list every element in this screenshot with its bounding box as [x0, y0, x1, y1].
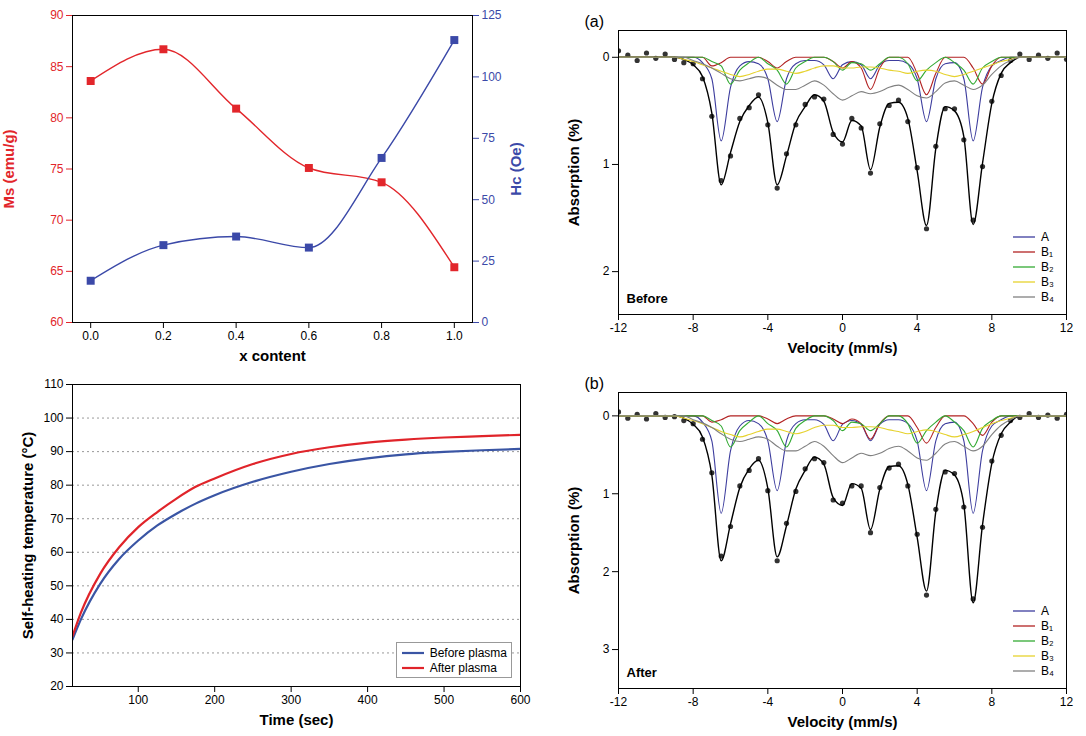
html-text:B₄: B₄ — [1041, 289, 1054, 304]
svg-text:50: 50 — [50, 579, 64, 593]
svg-text:80: 80 — [50, 478, 64, 492]
svg-text:300: 300 — [281, 693, 301, 707]
svg-text:0.4: 0.4 — [228, 329, 245, 343]
svg-text:600: 600 — [510, 693, 530, 707]
svg-text:3: 3 — [603, 642, 610, 656]
svg-text:1: 1 — [603, 487, 610, 501]
html-text:B₂: B₂ — [1041, 259, 1054, 274]
svg-text:0.0: 0.0 — [82, 329, 99, 343]
svg-text:Time (sec): Time (sec) — [260, 711, 334, 728]
svg-text:90: 90 — [50, 444, 64, 458]
svg-text:12: 12 — [1060, 321, 1074, 335]
html-text:Before plasma: Before plasma — [429, 645, 507, 660]
svg-text:0.6: 0.6 — [301, 329, 318, 343]
svg-text:125: 125 — [482, 8, 502, 22]
svg-text:Hc (Oe): Hc (Oe) — [507, 142, 524, 195]
svg-text:After: After — [627, 665, 657, 680]
svg-text:8: 8 — [988, 695, 995, 709]
svg-text:40: 40 — [50, 612, 64, 626]
svg-text:-8: -8 — [688, 695, 699, 709]
svg-text:Absorption (%): Absorption (%) — [565, 119, 582, 226]
svg-text:100: 100 — [43, 411, 63, 425]
svg-text:0.2: 0.2 — [155, 329, 172, 343]
svg-text:Self-heating temperature (°C): Self-heating temperature (°C) — [19, 432, 36, 640]
svg-text:(b): (b) — [585, 375, 605, 392]
svg-text:200: 200 — [205, 693, 225, 707]
html-text:B₁: B₁ — [1041, 618, 1054, 633]
html-text:B₂: B₂ — [1041, 633, 1054, 648]
svg-text:400: 400 — [358, 693, 378, 707]
svg-text:1.0: 1.0 — [446, 329, 463, 343]
svg-text:85: 85 — [50, 60, 64, 74]
svg-text:4: 4 — [914, 695, 921, 709]
svg-text:500: 500 — [434, 693, 454, 707]
svg-text:25: 25 — [482, 254, 496, 268]
svg-text:Velocity (mm/s): Velocity (mm/s) — [787, 713, 897, 730]
svg-text:0: 0 — [839, 695, 846, 709]
svg-text:90: 90 — [50, 8, 64, 22]
svg-text:0: 0 — [603, 50, 610, 64]
svg-text:-12: -12 — [610, 321, 628, 335]
svg-text:30: 30 — [50, 646, 64, 660]
html-text:After plasma: After plasma — [429, 660, 497, 675]
svg-text:0: 0 — [603, 409, 610, 423]
svg-text:50: 50 — [482, 193, 496, 207]
html-text:B₃: B₃ — [1041, 274, 1054, 289]
svg-text:60: 60 — [50, 315, 64, 329]
svg-text:x content: x content — [239, 347, 306, 364]
svg-text:Ms (emu/g): Ms (emu/g) — [0, 129, 17, 208]
svg-text:-4: -4 — [762, 321, 773, 335]
svg-text:-8: -8 — [688, 321, 699, 335]
html-text:B₃: B₃ — [1041, 648, 1054, 663]
svg-text:100: 100 — [128, 693, 148, 707]
html-text:A: A — [1041, 229, 1050, 244]
svg-text:12: 12 — [1060, 695, 1074, 709]
svg-text:-12: -12 — [610, 695, 628, 709]
svg-text:100: 100 — [482, 70, 502, 84]
svg-text:4: 4 — [914, 321, 921, 335]
svg-text:0: 0 — [482, 315, 489, 329]
html-text:B₁: B₁ — [1041, 244, 1054, 259]
svg-text:80: 80 — [50, 111, 64, 125]
svg-text:Velocity (mm/s): Velocity (mm/s) — [787, 339, 897, 356]
svg-text:65: 65 — [50, 264, 64, 278]
svg-text:20: 20 — [50, 679, 64, 693]
svg-text:(a): (a) — [585, 13, 605, 30]
svg-text:1: 1 — [603, 157, 610, 171]
svg-text:-4: -4 — [762, 695, 773, 709]
svg-text:2: 2 — [603, 264, 610, 278]
svg-text:60: 60 — [50, 545, 64, 559]
svg-text:75: 75 — [482, 131, 496, 145]
html-text:B₄: B₄ — [1041, 663, 1054, 678]
svg-text:Absorption (%): Absorption (%) — [565, 487, 582, 594]
svg-text:70: 70 — [50, 213, 64, 227]
svg-text:75: 75 — [50, 162, 64, 176]
html-text:A: A — [1041, 603, 1050, 618]
svg-text:2: 2 — [603, 564, 610, 578]
svg-text:8: 8 — [988, 321, 995, 335]
svg-text:Before: Before — [627, 291, 668, 306]
svg-text:0.8: 0.8 — [373, 329, 390, 343]
svg-text:70: 70 — [50, 512, 64, 526]
svg-text:0: 0 — [839, 321, 846, 335]
svg-text:110: 110 — [44, 377, 63, 391]
